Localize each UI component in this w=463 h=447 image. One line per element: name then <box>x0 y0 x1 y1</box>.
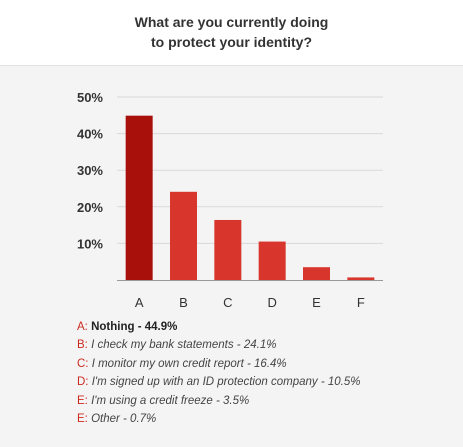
bar-c <box>214 219 242 280</box>
x-tick-label: C <box>223 295 232 310</box>
legend-key: C: <box>77 357 89 370</box>
bar-e <box>303 267 330 280</box>
bar-chart: 10% 20% 30% 40% 50% A B C D E F <box>77 90 383 310</box>
legend-key: D: <box>77 376 89 389</box>
y-axis-labels: 10% 20% 30% 40% 50% <box>77 90 103 251</box>
legend-item-f: E: Other - 0.7% <box>77 410 457 428</box>
y-tick-label: 30% <box>77 163 103 178</box>
x-tick-label: A <box>135 295 144 310</box>
legend-item-b: B: I check my bank statements - 24.1% <box>77 336 457 354</box>
gridlines <box>117 96 383 244</box>
legend-item-d: D: I'm signed up with an ID protection c… <box>77 373 457 391</box>
legend-key: A: <box>77 321 88 333</box>
bars <box>125 115 375 280</box>
legend: A: Nothing - 44.9% B: I check my bank st… <box>77 318 457 428</box>
y-tick-label: 10% <box>77 236 103 251</box>
legend-item-e: E: I'm using a credit freeze - 3.5% <box>77 392 457 410</box>
legend-text: I'm signed up with an ID protection comp… <box>91 376 361 389</box>
bar-b <box>170 191 197 280</box>
legend-text: I'm using a credit freeze - 3.5% <box>91 394 250 407</box>
legend-key: B: <box>77 339 88 352</box>
legend-text: I monitor my own credit report - 16.4% <box>91 357 287 370</box>
x-tick-label: B <box>179 295 188 310</box>
y-tick-label: 20% <box>77 200 103 215</box>
chart-title: What are you currently doing to protect … <box>0 12 463 52</box>
legend-key: E: <box>77 412 88 425</box>
chart-title-line-2: to protect your identity? <box>151 34 312 50</box>
legend-item-c: C: I monitor my own credit report - 16.4… <box>77 355 457 373</box>
legend-text: Other - 0.7% <box>91 412 157 425</box>
bar-d <box>258 241 286 280</box>
legend-text: Nothing - 44.9% <box>91 321 178 333</box>
bar-a <box>125 115 153 280</box>
x-tick-label: F <box>357 295 365 310</box>
legend-key: E: <box>77 394 88 407</box>
bar-f <box>347 277 375 280</box>
x-tick-label: D <box>267 295 276 310</box>
y-tick-label: 50% <box>77 90 103 105</box>
chart-title-line-1: What are you currently doing <box>134 14 329 30</box>
chart-header: What are you currently doing to protect … <box>0 0 463 66</box>
y-tick-label: 40% <box>77 127 103 142</box>
x-tick-label: E <box>312 295 321 310</box>
legend-text: I check my bank statements - 24.1% <box>91 339 277 352</box>
x-axis-labels: A B C D E F <box>135 295 365 310</box>
legend-item-a: A: Nothing - 44.9% <box>77 318 457 336</box>
